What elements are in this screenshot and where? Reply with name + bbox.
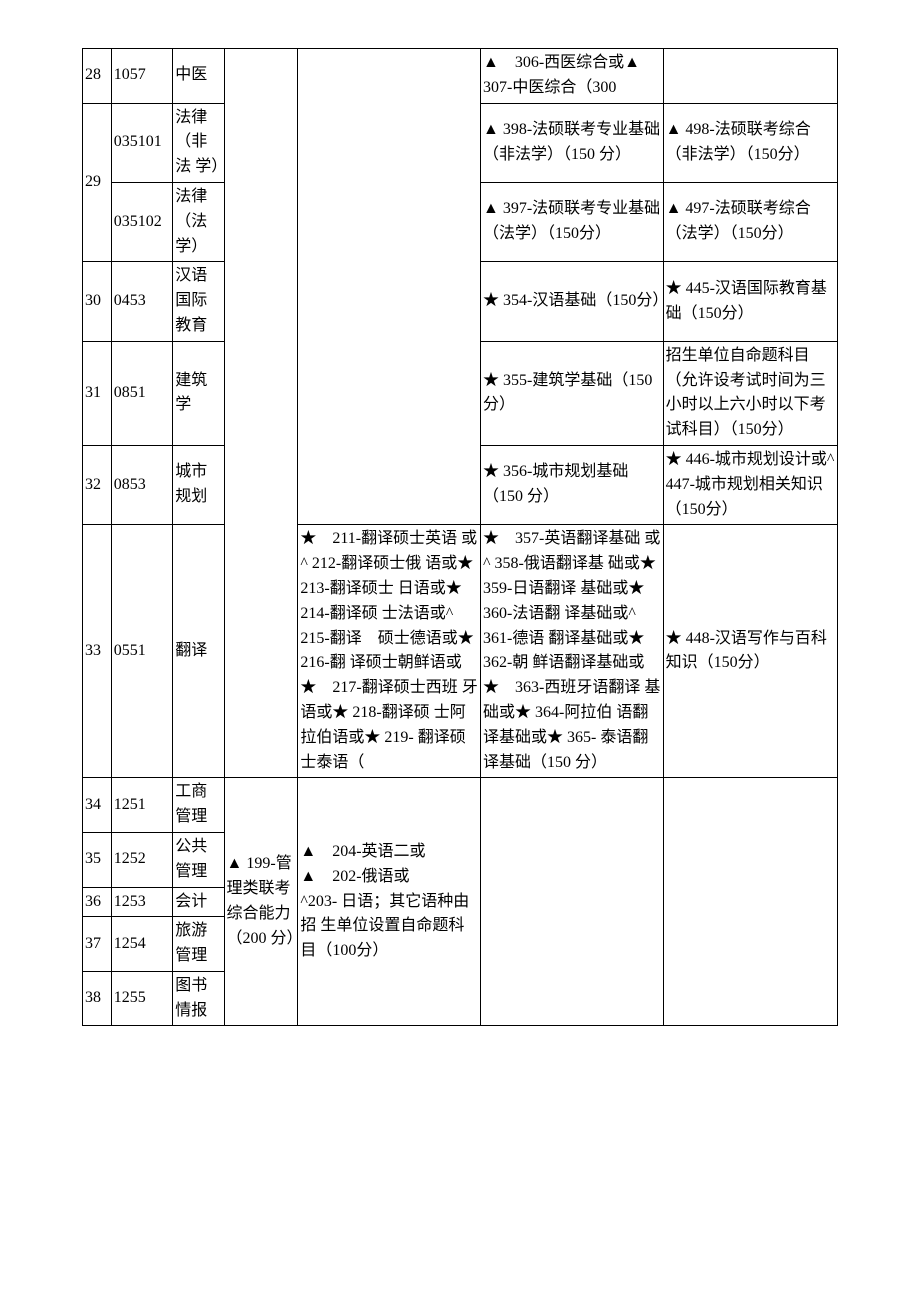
cell-c4: [224, 49, 298, 778]
cell-code: 035102: [111, 182, 173, 261]
cell-c5: ★ 211-翻译硕士英语 或^ 212-翻译硕士俄 语或★ 213-翻译硕士 日…: [298, 525, 481, 778]
cell-code: 1252: [111, 832, 173, 887]
cell-code: 1253: [111, 887, 173, 917]
cell-c7: ▲ 498-法硕联考综合（非法学）（150分）: [663, 103, 837, 182]
cell-c5: [298, 49, 481, 525]
cell-c7: ★ 445-汉语国际教育基础（150分）: [663, 262, 837, 341]
cell-code: 1251: [111, 778, 173, 833]
cell-name: 中医: [173, 49, 224, 104]
cell-name: 法律（法学）: [173, 182, 224, 261]
cell-idx: 38: [83, 971, 112, 1026]
subjects-table: 28 1057 中医 ▲ 306-西医综合或▲ 307-中医综合（300 29 …: [82, 48, 838, 1026]
cell-c6: ▲ 397-法硕联考专业基础（法学）（150分）: [480, 182, 663, 261]
cell-name: 会计: [173, 887, 224, 917]
cell-name: 公共管理: [173, 832, 224, 887]
cell-code: 0853: [111, 445, 173, 524]
cell-name: 法律（非法 学）: [173, 103, 224, 182]
cell-c7: [663, 49, 837, 104]
cell-code: 1254: [111, 917, 173, 972]
cell-name: 建筑学: [173, 341, 224, 445]
cell-idx: 35: [83, 832, 112, 887]
cell-idx: 34: [83, 778, 112, 833]
table-row: 33 0551 翻译 ★ 211-翻译硕士英语 或^ 212-翻译硕士俄 语或★…: [83, 525, 838, 778]
cell-code: 0551: [111, 525, 173, 778]
cell-c6: ▲ 398-法硕联考专业基础（非法学）（150 分）: [480, 103, 663, 182]
cell-code: 035101: [111, 103, 173, 182]
cell-code: 1057: [111, 49, 173, 104]
cell-c6: ★ 354-汉语基础（150分）: [480, 262, 663, 341]
cell-idx: 28: [83, 49, 112, 104]
cell-c7: 招生单位自命题科目（允许设考试时间为三小时以上六小时以下考试科目）（150分）: [663, 341, 837, 445]
cell-idx: 29: [83, 103, 112, 262]
cell-c7: [663, 778, 837, 1026]
cell-c6: ★ 355-建筑学基础（150 分）: [480, 341, 663, 445]
cell-code: 0851: [111, 341, 173, 445]
cell-code: 0453: [111, 262, 173, 341]
cell-idx: 32: [83, 445, 112, 524]
cell-name: 翻译: [173, 525, 224, 778]
cell-idx: 33: [83, 525, 112, 778]
cell-c6: ★ 357-英语翻译基础 或^ 358-俄语翻译基 础或★ 359-日语翻译 基…: [480, 525, 663, 778]
cell-c5: ▲ 204-英语二或 ▲ 202-俄语或 ^203- 日语；其它语种由招 生单位…: [298, 778, 481, 1026]
cell-c7: ★ 446-城市规划设计或^ 447-城市规划相关知识（150分）: [663, 445, 837, 524]
cell-name: 图书情报: [173, 971, 224, 1026]
cell-idx: 30: [83, 262, 112, 341]
cell-c6: ★ 356-城市规划基础（150 分）: [480, 445, 663, 524]
cell-name: 城市规划: [173, 445, 224, 524]
cell-code: 1255: [111, 971, 173, 1026]
table-row: 28 1057 中医 ▲ 306-西医综合或▲ 307-中医综合（300: [83, 49, 838, 104]
cell-name: 工商管理: [173, 778, 224, 833]
cell-idx: 36: [83, 887, 112, 917]
cell-c6: [480, 778, 663, 1026]
cell-c7: ★ 448-汉语写作与百科知识（150分）: [663, 525, 837, 778]
cell-name: 旅游管理: [173, 917, 224, 972]
cell-name: 汉语国际教育: [173, 262, 224, 341]
cell-c4: ▲ 199-管理类联考综合能力（200 分）: [224, 778, 298, 1026]
cell-c7: ▲ 497-法硕联考综合（法学）（150分）: [663, 182, 837, 261]
cell-c6: ▲ 306-西医综合或▲ 307-中医综合（300: [480, 49, 663, 104]
cell-idx: 37: [83, 917, 112, 972]
table-row: 34 1251 工商管理 ▲ 199-管理类联考综合能力（200 分） ▲ 20…: [83, 778, 838, 833]
cell-idx: 31: [83, 341, 112, 445]
